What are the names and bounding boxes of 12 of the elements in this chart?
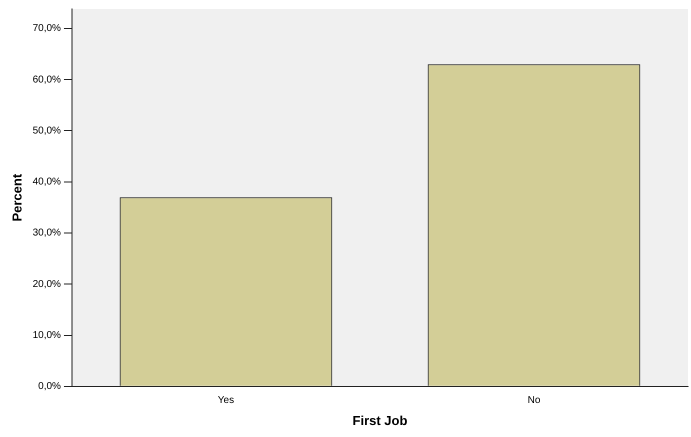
x-tick-label: No	[528, 395, 541, 406]
y-tick-label: 60,0%	[32, 74, 62, 86]
y-tick-label: 10,0%	[32, 330, 62, 342]
x-axis-title: First Job	[352, 412, 408, 428]
y-tick-label: 0,0%	[38, 381, 62, 392]
y-axis-title: Percent	[9, 173, 24, 222]
y-tick-label: 50,0%	[32, 125, 62, 136]
y-tick-label: 70,0%	[32, 23, 62, 34]
x-tick-label: Yes	[218, 395, 234, 406]
y-tick-label: 20,0%	[32, 278, 62, 290]
y-tick-label: 30,0%	[32, 228, 62, 239]
y-tick-label: 40,0%	[32, 176, 62, 188]
